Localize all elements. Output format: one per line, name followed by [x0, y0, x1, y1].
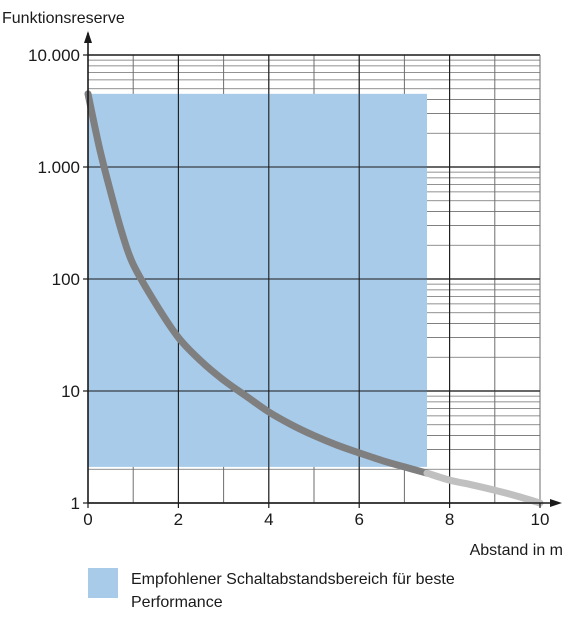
x-axis-arrow: [550, 499, 562, 507]
y-tick-label: 10: [61, 382, 80, 401]
y-tick-label: 10.000: [28, 46, 80, 65]
x-tick-label: 8: [445, 510, 454, 529]
legend-text-line1: Empfohlener Schaltabstandsbereich für be…: [131, 571, 455, 588]
legend-swatch: [88, 568, 118, 598]
series-lines: [84, 90, 544, 507]
tick-labels: 0 2 4 6 8 10 1 10 100 1.000 10.000: [28, 46, 549, 529]
grid-major: [88, 55, 541, 503]
function-reserve-curve: [84, 90, 431, 477]
y-tick-label: 1.000: [37, 158, 80, 177]
function-reserve-curve-extension: [423, 469, 544, 507]
x-tick-label: 0: [83, 510, 92, 529]
x-tick-label: 6: [354, 510, 363, 529]
legend-text: Empfohlener Schaltabstandsbereich für be…: [131, 568, 455, 614]
y-tick-label: 1: [71, 494, 80, 513]
x-tick-label: 2: [174, 510, 183, 529]
y-axis-title: Funktionsreserve: [2, 10, 125, 27]
x-axis-title: Abstand in m: [470, 542, 563, 559]
x-tick-label: 4: [264, 510, 273, 529]
legend: Empfohlener Schaltabstandsbereich für be…: [88, 568, 558, 620]
x-tick-label: 10: [531, 510, 550, 529]
axes: [83, 31, 562, 508]
legend-text-line2: Performance: [131, 594, 223, 611]
chart: 0 2 4 6 8 10 1 10 100 1.000 10.000 Funktionsreserv…: [2, 10, 563, 559]
y-tick-label: 100: [52, 270, 80, 289]
y-axis-arrow: [84, 31, 92, 43]
